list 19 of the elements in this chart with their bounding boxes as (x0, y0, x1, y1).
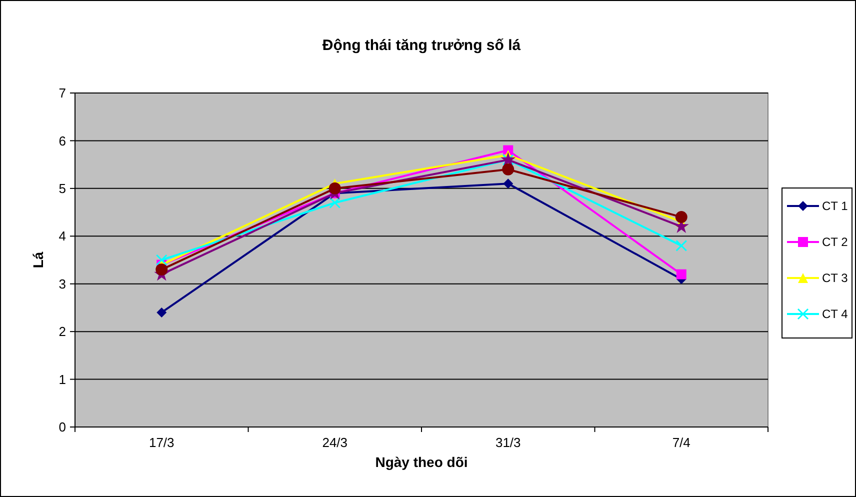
chart-title: Động thái tăng trưởng số lá (322, 37, 522, 54)
y-tick-label: 3 (58, 276, 66, 292)
y-tick-label: 7 (58, 86, 66, 101)
x-tick-label: 31/3 (495, 435, 521, 450)
x-tick-label: 24/3 (322, 435, 348, 450)
y-tick-label: 4 (58, 228, 66, 244)
y-tick-label: 5 (58, 180, 66, 196)
legend-label: CT 3 (822, 271, 848, 286)
y-axis-title: Lá (30, 252, 46, 268)
x-axis-title: Ngày theo dõi (375, 454, 468, 470)
y-tick-label: 2 (58, 324, 66, 340)
y-tick-label: 1 (58, 372, 66, 387)
y-tick-label: 0 (58, 420, 66, 435)
legend-label: CT 2 (822, 235, 848, 250)
x-tick-label: 17/3 (148, 435, 174, 450)
legend-label: CT 1 (822, 199, 848, 214)
y-tick-label: 6 (58, 133, 66, 148)
legend-label: CT 4 (822, 307, 848, 322)
x-tick-label: 7/4 (672, 435, 690, 450)
